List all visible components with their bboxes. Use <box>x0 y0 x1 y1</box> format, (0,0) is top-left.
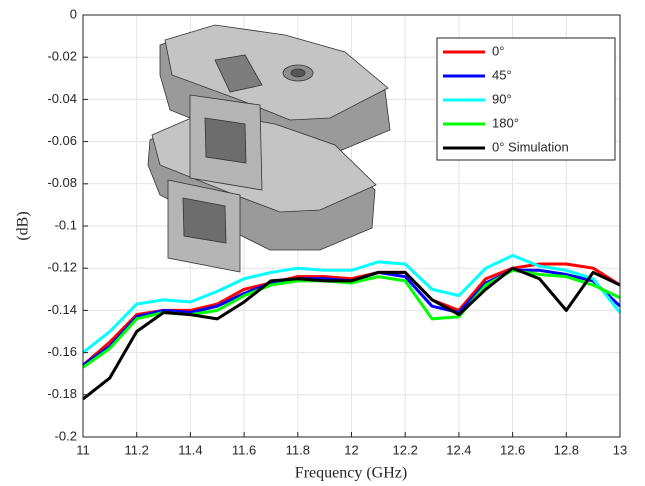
x-tick-label: 11.6 <box>232 442 256 457</box>
device-image <box>147 24 391 273</box>
x-tick-label: 11.4 <box>178 442 202 457</box>
y-axis-label: (dB) <box>15 211 32 240</box>
x-tick-label: 12.6 <box>500 442 525 457</box>
x-tick-label: 12.4 <box>446 442 471 457</box>
y-tick-label: -0.02 <box>47 49 77 64</box>
y-tick-label: -0.14 <box>47 302 77 317</box>
x-axis-label: Frequency (GHz) <box>295 465 407 482</box>
x-tick-label: 12.2 <box>393 442 418 457</box>
y-tick-label: -0.08 <box>47 175 77 190</box>
lines <box>82 254 622 401</box>
legend-label: 90° <box>492 91 512 106</box>
legend-label: 0° <box>492 43 504 58</box>
x-tick-label: 12.8 <box>554 442 579 457</box>
x-tick-label: 11.2 <box>125 442 149 457</box>
legend-label: 180° <box>492 115 519 130</box>
y-tick-label: -0.1 <box>55 217 77 232</box>
legend-label: 45° <box>492 67 512 82</box>
legend-label: 0° Simulation <box>492 139 569 154</box>
x-tick-label: 12 <box>344 442 358 457</box>
y-tick-label: -0.18 <box>47 386 77 401</box>
y-tick-label: -0.04 <box>47 91 77 106</box>
y-tick-label: -0.12 <box>47 260 77 275</box>
x-tick-label: 11.8 <box>286 442 310 457</box>
series-line <box>82 266 621 401</box>
x-tick-label: 11 <box>76 442 90 457</box>
series-line <box>82 254 622 354</box>
y-tick-label: 0 <box>70 6 77 21</box>
y-tick-label: -0.2 <box>55 428 77 443</box>
legend: 0° 45° 90° 180° 0° Simulation <box>436 37 616 161</box>
x-tick-label: 13 <box>613 442 627 457</box>
y-tick-label: -0.06 <box>47 133 77 148</box>
y-tick-label: -0.16 <box>47 344 77 359</box>
